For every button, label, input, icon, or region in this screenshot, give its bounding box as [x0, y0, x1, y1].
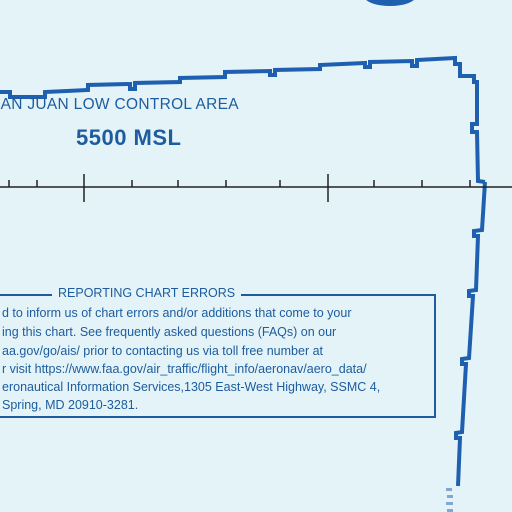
notice-line: eronautical Information Services,1305 Ea…: [2, 380, 381, 394]
notice-line: Spring, MD 20910-3281.: [2, 398, 139, 412]
chart-errors-notice: REPORTING CHART ERRORS d to inform us of…: [0, 286, 436, 418]
latitude-scale-line: [0, 174, 512, 202]
notice-line: aa.gov/go/ais/ prior to contacting us vi…: [2, 344, 324, 358]
notice-line: d to inform us of chart errors and/or ad…: [2, 306, 352, 320]
notice-heading: REPORTING CHART ERRORS: [52, 286, 242, 300]
map-symbol-fragment: [366, 0, 414, 6]
boundary-fading-segment: [446, 488, 453, 512]
control-area-name: SAN JUAN LOW CONTROL AREA: [0, 96, 239, 113]
control-area-floor: 5500 MSL: [76, 125, 182, 150]
control-area-boundary: [0, 55, 487, 487]
notice-line: r visit https://www.faa.gov/air_traffic/…: [2, 362, 367, 376]
notice-line: ing this chart. See frequently asked que…: [2, 325, 337, 339]
